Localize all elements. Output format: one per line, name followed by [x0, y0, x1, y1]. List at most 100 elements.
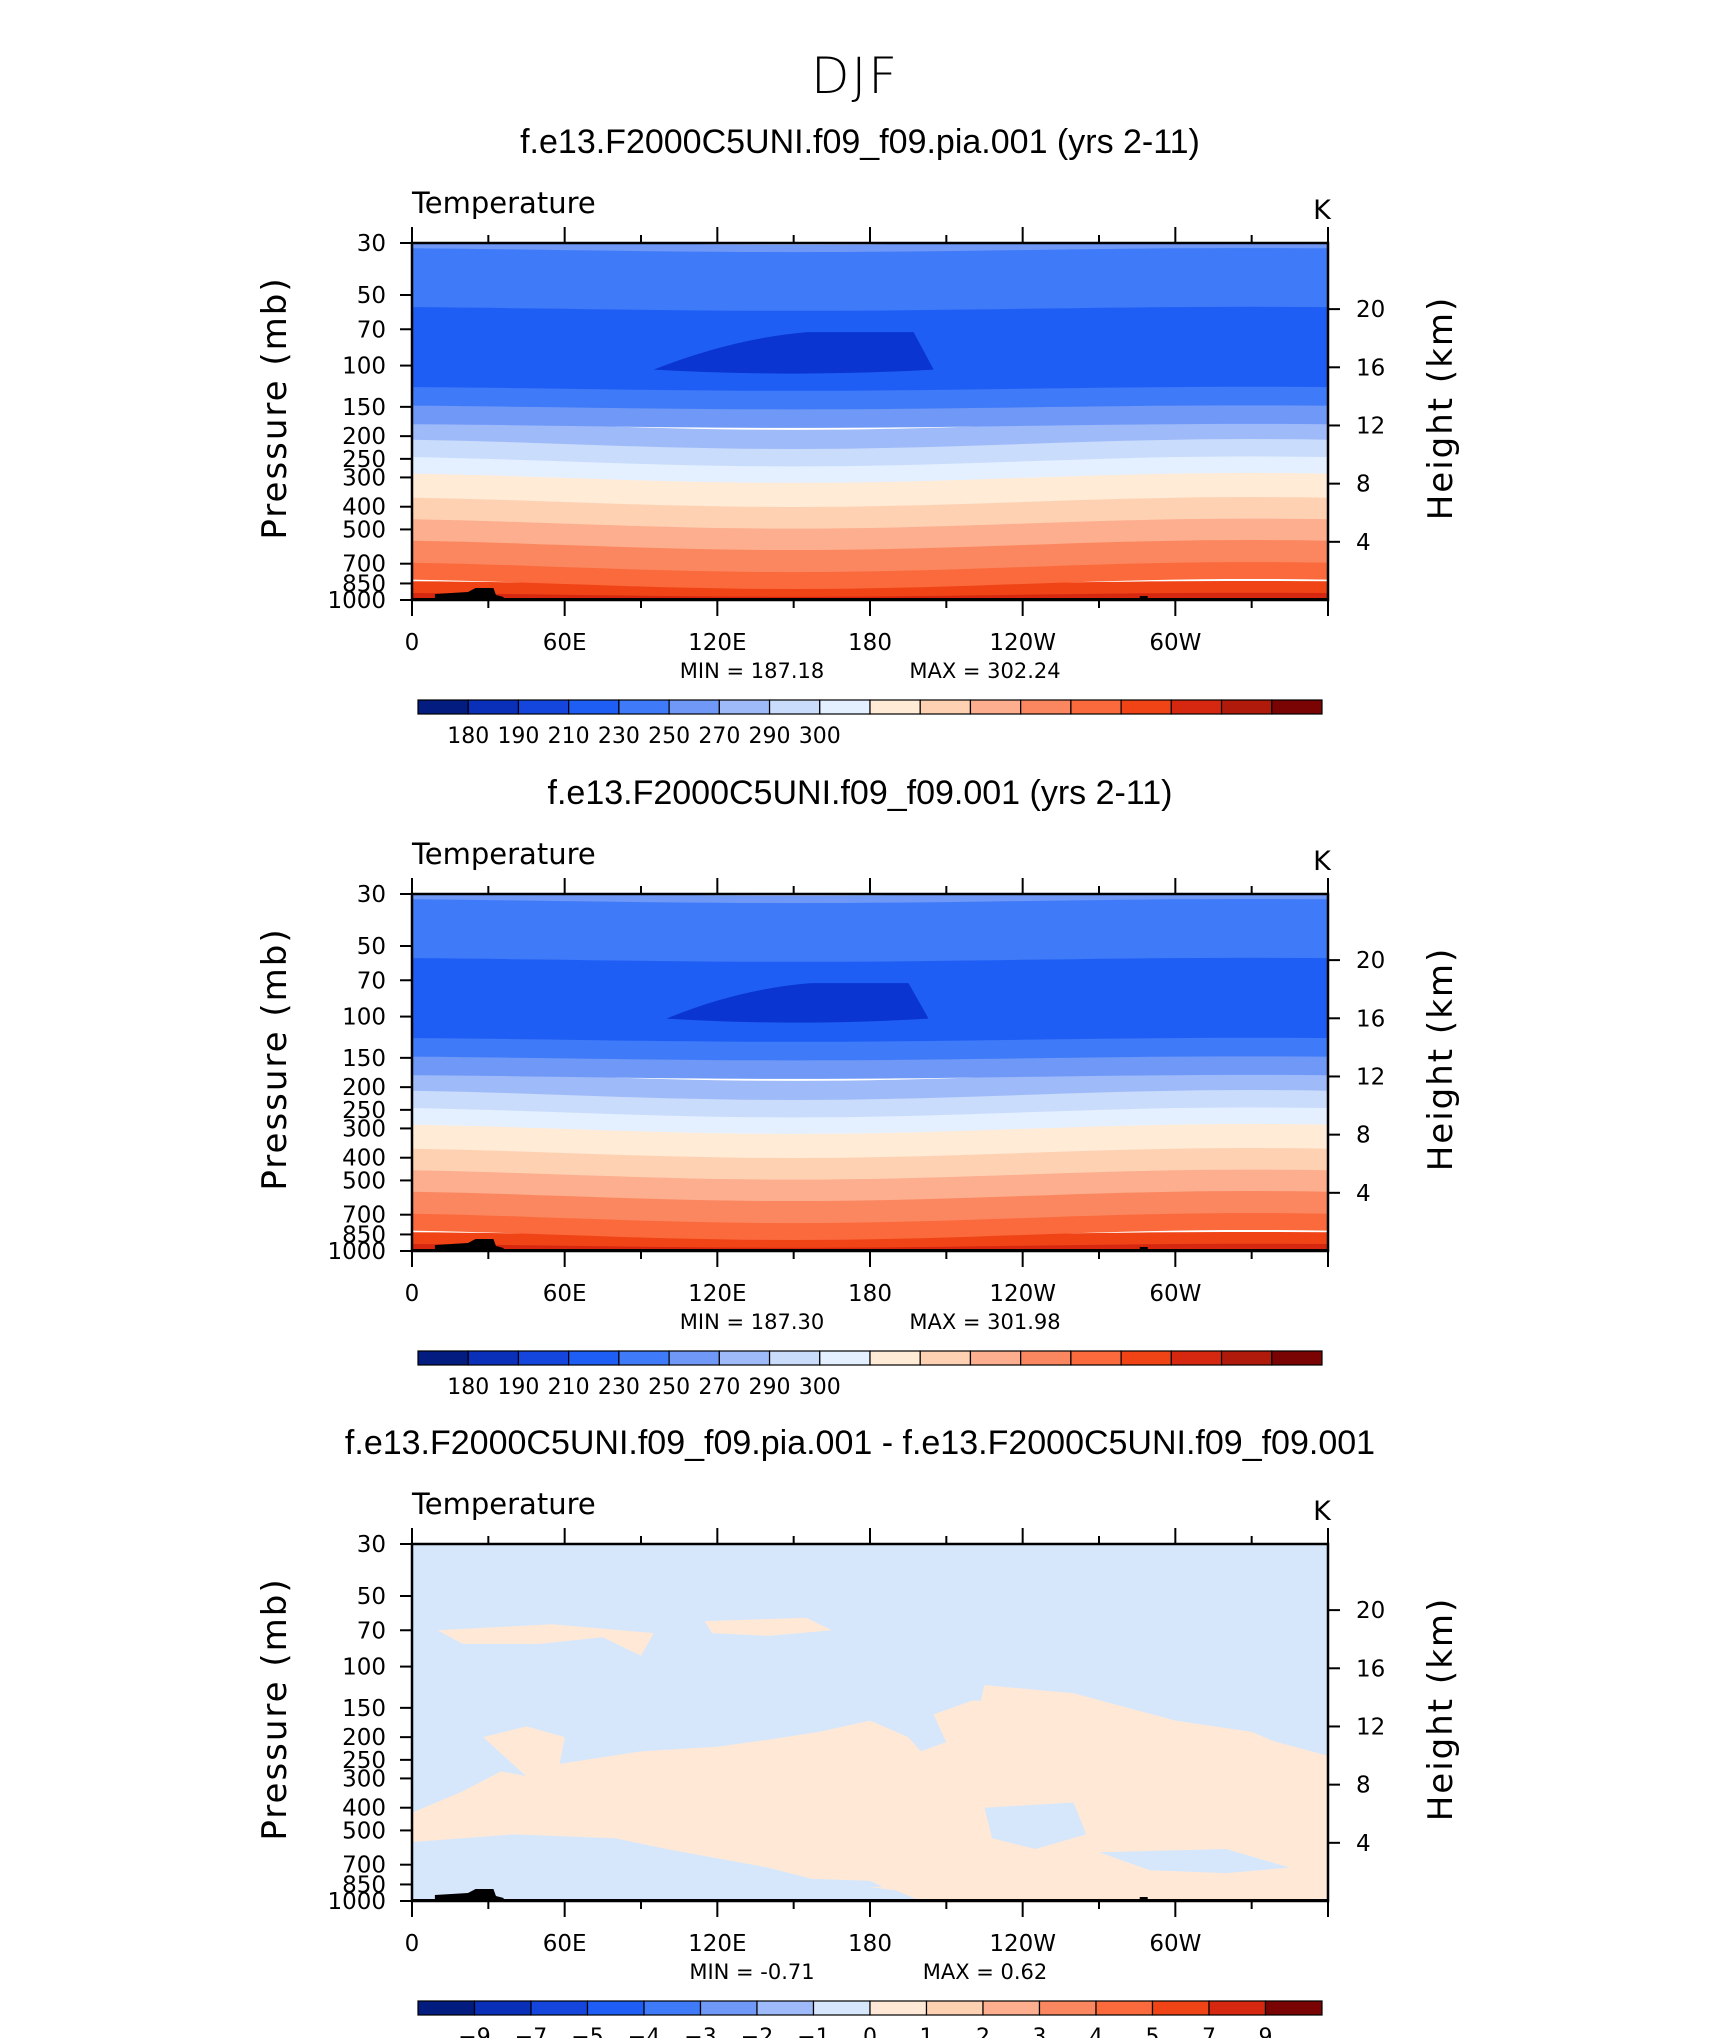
y2-tick-label: 8	[1356, 1123, 1371, 1149]
colorbar-swatch	[417, 2000, 476, 2016]
positive-anomaly-region	[704, 1617, 832, 1636]
x-tick-label: 0	[405, 1281, 420, 1307]
colorbar-tick-label: 290	[749, 1375, 791, 1400]
contour-band	[412, 419, 1328, 450]
chart-panel-3: f.e13.F2000C5UNI.f09_f09.pia.001 - f.e13…	[255, 1424, 1461, 2038]
x-tick-label: 120E	[688, 1281, 746, 1307]
y-tick-label: 400	[342, 1146, 386, 1172]
colorbar-tick-label: −1	[797, 2025, 829, 2038]
negative-anomaly-region	[984, 1802, 1087, 1849]
colorbar-swatch	[768, 699, 821, 715]
panel-title: f.e13.F2000C5UNI.f09_f09.pia.001 (yrs 2-…	[520, 123, 1200, 161]
chart-panel-2: f.e13.F2000C5UNI.f09_f09.001 (yrs 2-11) T…	[255, 774, 1461, 1400]
colorbar-tick-label: 300	[799, 724, 841, 749]
min-label: MIN = 187.30	[680, 1310, 824, 1334]
colorbar-swatch	[1264, 2000, 1323, 2016]
colorbar-tick-label: 230	[598, 724, 640, 749]
y-tick-label: 1000	[327, 1239, 386, 1265]
colorbar-swatch	[1070, 1350, 1122, 1366]
colorbar-tick-label: 210	[548, 724, 590, 749]
y-axis-title: Pressure (mb)	[255, 1577, 295, 1840]
colorbar-tick-label: 0	[863, 2025, 877, 2038]
y-tick-label: 850	[342, 1222, 386, 1248]
y2-tick-label: 8	[1356, 472, 1371, 498]
colorbar-swatch	[1208, 2000, 1267, 2016]
panel-title: f.e13.F2000C5UNI.f09_f09.001 (yrs 2-11)	[548, 774, 1173, 812]
y-tick-label: 200	[342, 1725, 386, 1751]
colorbar-tick-label: 190	[497, 724, 539, 749]
y-tick-label: 500	[342, 1818, 386, 1844]
colorbar-swatch	[718, 699, 771, 715]
colorbar-tick-label: −5	[571, 2025, 603, 2038]
y-tick-label: 850	[342, 571, 386, 597]
colorbar-swatch	[819, 1350, 871, 1366]
colorbar-swatch	[1095, 2000, 1154, 2016]
colorbar-tick-label: 5	[1146, 2025, 1160, 2038]
y-tick-label: 200	[342, 1075, 386, 1101]
colorbar-swatch	[1020, 699, 1072, 715]
x-tick-label: 120W	[989, 630, 1056, 656]
figure-title: DJF	[811, 47, 899, 105]
y-tick-label: 700	[342, 552, 386, 578]
y-tick-label: 30	[357, 1532, 386, 1558]
y-tick-label: 300	[342, 1766, 386, 1792]
colorbar-swatch	[473, 2000, 532, 2016]
max-label: MAX = 301.98	[909, 1310, 1060, 1334]
y-tick-label: 300	[342, 1116, 386, 1142]
x-tick-label: 60W	[1149, 1281, 1201, 1307]
min-label: MIN = -0.71	[689, 1960, 814, 1984]
colorbar-tick-label: 250	[648, 1375, 690, 1400]
colorbar-swatch	[586, 2000, 645, 2016]
y-tick-label: 500	[342, 1168, 386, 1194]
y-tick-label: 100	[342, 1005, 386, 1031]
colorbar-swatch	[467, 699, 520, 715]
y2-tick-label: 4	[1356, 1831, 1371, 1857]
units-label: K	[1313, 1496, 1332, 1527]
y2-axis-title: Height (km)	[1421, 947, 1461, 1172]
y2-tick-label: 12	[1356, 1064, 1385, 1090]
panel-title: f.e13.F2000C5UNI.f09_f09.pia.001 - f.e13…	[345, 1424, 1375, 1462]
colorbar-swatch	[417, 699, 469, 715]
colorbar-swatch	[1120, 1350, 1172, 1366]
colorbar-tick-label: −7	[515, 2025, 547, 2038]
y2-tick-label: 4	[1356, 1181, 1371, 1207]
colorbar-tick-label: 180	[447, 724, 489, 749]
x-tick-label: 60E	[543, 1931, 587, 1957]
x-tick-label: 0	[405, 1931, 420, 1957]
colorbar-tick-label: −2	[741, 2025, 773, 2038]
y-tick-label: 50	[357, 1584, 386, 1610]
y-tick-label: 150	[342, 395, 386, 421]
y2-tick-label: 4	[1356, 530, 1371, 556]
colorbar-swatch	[819, 699, 871, 715]
negative-anomaly-region	[412, 1834, 921, 1901]
colorbar-tick-label: 250	[648, 724, 690, 749]
colorbar-swatch	[699, 2000, 758, 2016]
x-tick-label: 120W	[989, 1931, 1056, 1957]
colorbar-tick-label: 270	[698, 724, 740, 749]
contour-band	[412, 894, 1328, 904]
x-tick-label: 180	[848, 1931, 892, 1957]
colorbar: 180 190 210 230 250 270 290 300	[417, 1350, 1323, 1400]
x-tick-label: 120E	[688, 1931, 746, 1957]
colorbar-swatch	[756, 2000, 815, 2016]
y-tick-label: 1000	[327, 588, 386, 614]
contour-field	[412, 894, 1328, 1251]
x-tick-label: 180	[848, 630, 892, 656]
colorbar-swatch	[417, 1350, 469, 1366]
y2-tick-label: 20	[1356, 1598, 1385, 1624]
y-tick-label: 300	[342, 465, 386, 491]
y-tick-label: 250	[342, 1748, 386, 1774]
y-tick-label: 850	[342, 1872, 386, 1898]
y2-tick-label: 20	[1356, 297, 1385, 323]
colorbar-swatch	[1020, 1350, 1072, 1366]
colorbar-swatch	[1170, 1350, 1223, 1366]
colorbar-swatch	[618, 699, 670, 715]
colorbar-tick-label: 180	[447, 1375, 489, 1400]
terrain-mask	[434, 588, 504, 600]
x-tick-label: 0	[405, 630, 420, 656]
colorbar-tick-label: 230	[598, 1375, 640, 1400]
y2-axis-title: Height (km)	[1421, 296, 1461, 521]
colorbar-swatch	[1151, 2000, 1210, 2016]
y2-tick-label: 16	[1356, 1006, 1385, 1032]
